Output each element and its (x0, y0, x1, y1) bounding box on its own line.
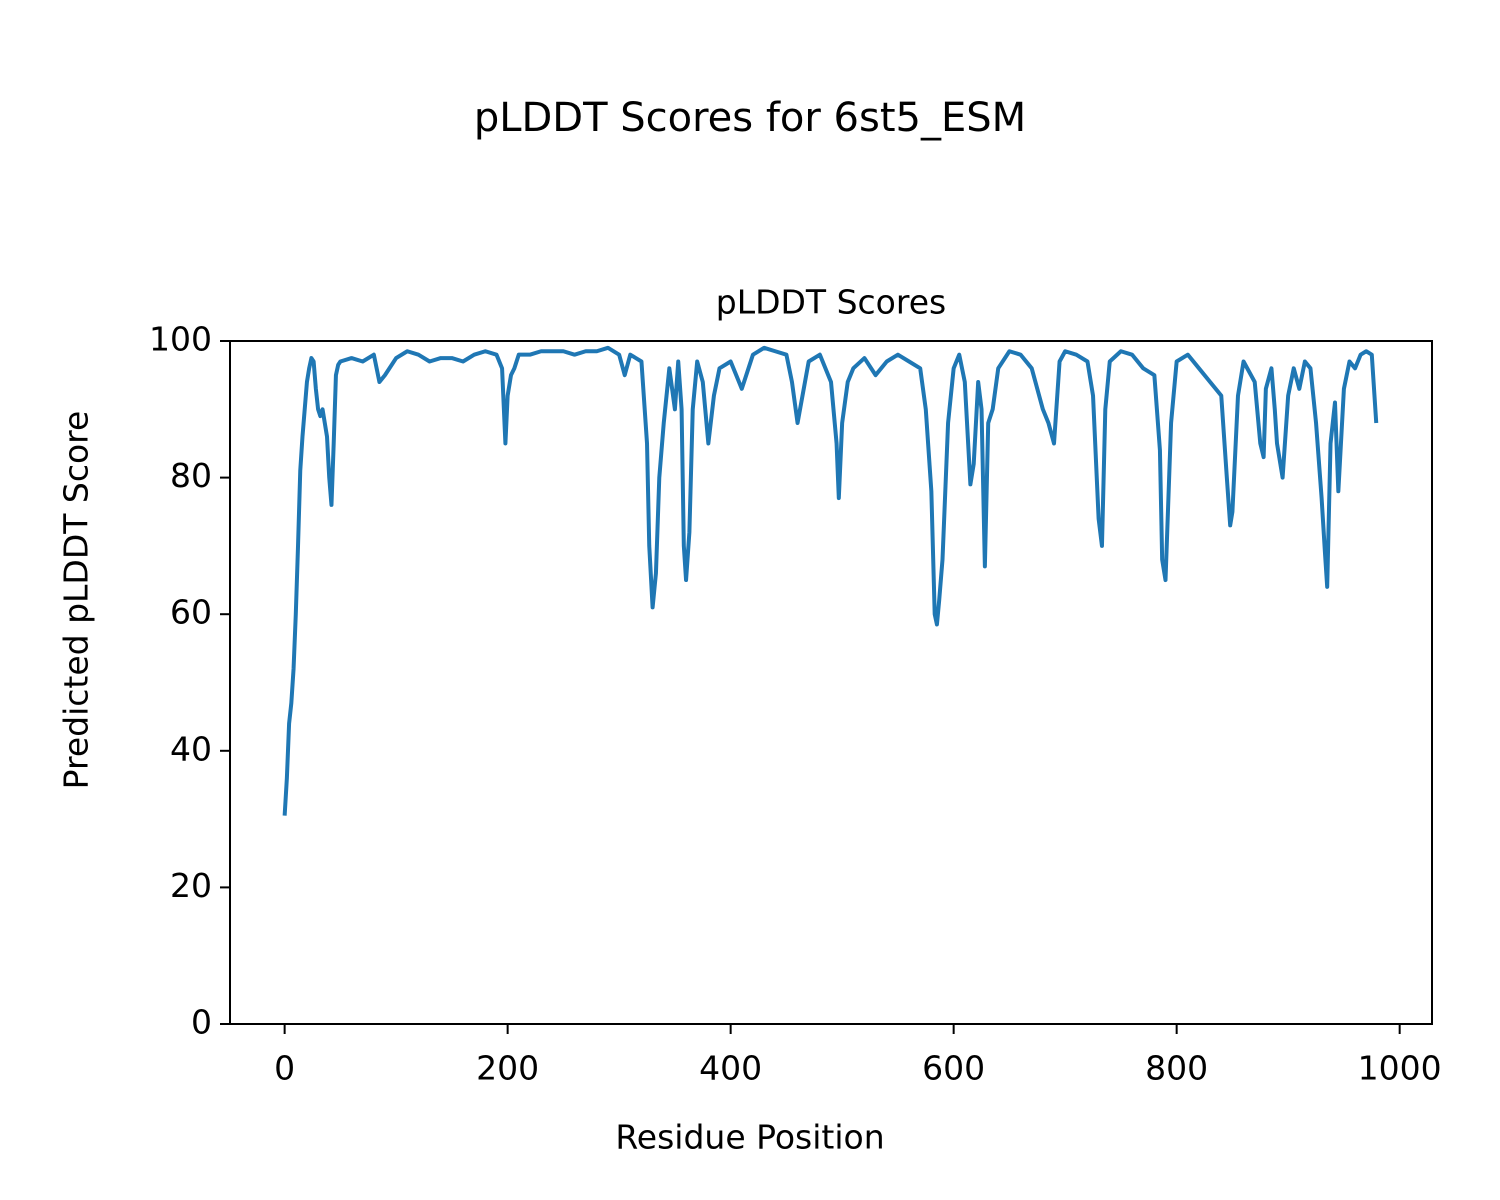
y-tick-label: 40 (170, 729, 212, 768)
x-tick-label: 800 (1145, 1049, 1208, 1088)
y-axis-label: Predicted pLDDT Score (57, 411, 96, 790)
figure-title: pLDDT Scores for 6st5_ESM (474, 95, 1026, 141)
y-tick-label: 20 (170, 866, 212, 905)
x-tick-label: 400 (699, 1049, 762, 1088)
data-line (282, 345, 1379, 816)
y-tick-label: 60 (170, 593, 212, 632)
y-tick-label: 80 (170, 456, 212, 495)
x-axis-label: Residue Position (615, 1118, 884, 1157)
x-tick-label: 200 (476, 1049, 539, 1088)
x-tick-label: 600 (922, 1049, 985, 1088)
x-tick-label: 0 (274, 1049, 295, 1088)
axes-title: pLDDT Scores (716, 283, 946, 322)
plot-frame (229, 340, 1433, 1025)
y-tick-label: 100 (149, 320, 212, 359)
x-tick-label: 1000 (1358, 1049, 1442, 1088)
y-tick-label: 0 (191, 1003, 212, 1042)
